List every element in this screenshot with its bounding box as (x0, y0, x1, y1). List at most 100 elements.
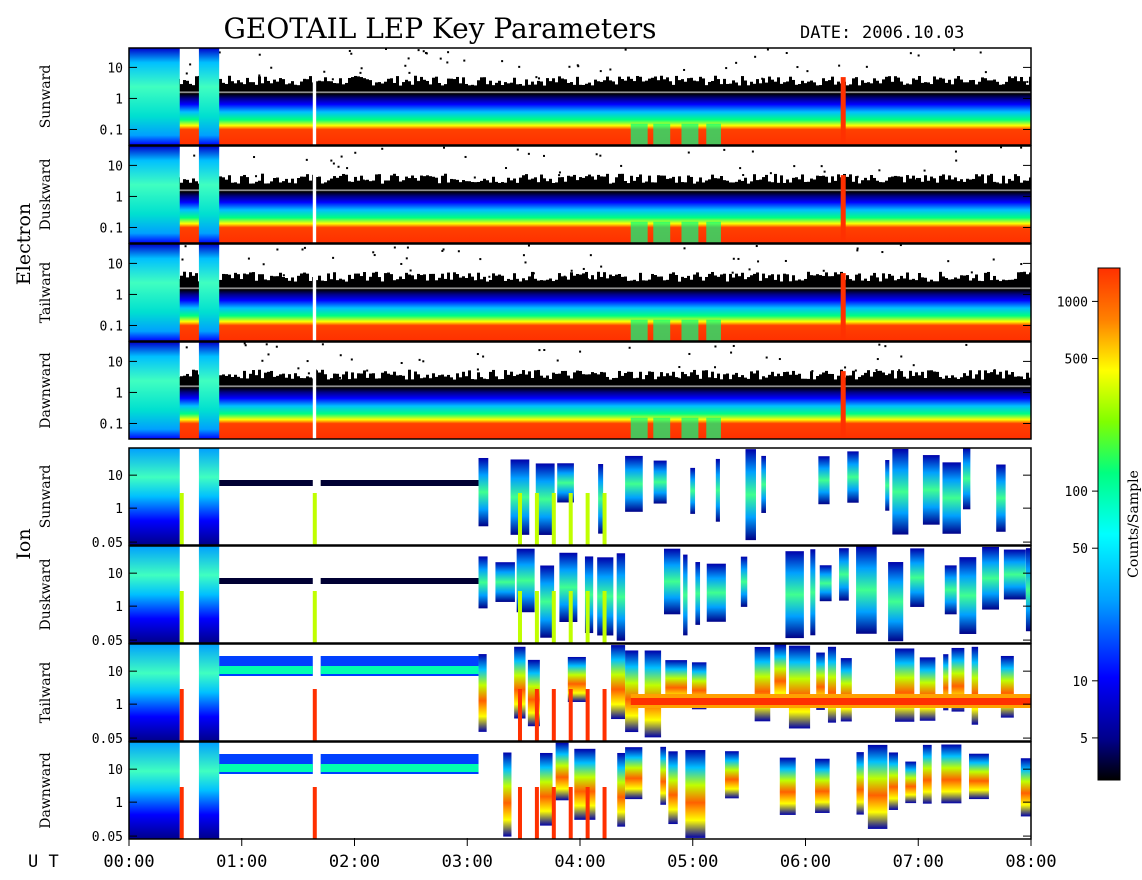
panel-electron-tailward: 10 1 0.1 Tailward (38, 243, 1032, 342)
red-band-dropout (681, 123, 699, 145)
dense-interval (198, 546, 220, 643)
y-tick-label: 1 (115, 288, 123, 303)
electron-band (129, 146, 1031, 243)
y-tick-label: 0.1 (100, 417, 123, 432)
colorbar-tick-label: 50 (1072, 542, 1088, 557)
ion-spike (568, 689, 573, 741)
red-band-dropout (706, 221, 721, 243)
burst (885, 460, 890, 511)
ion-spike (602, 689, 607, 741)
burst (611, 645, 626, 720)
red-band-dropout (681, 319, 699, 341)
red-band-dropout (630, 417, 648, 439)
spectrogram (129, 448, 1031, 545)
burst (856, 752, 864, 815)
panel-label: Duskward (38, 559, 54, 631)
burst (919, 657, 936, 721)
burst (598, 464, 604, 534)
ion-spike (179, 591, 184, 643)
ion-spike (551, 591, 556, 643)
y-tick-label: 1 (115, 386, 123, 401)
burst (959, 557, 977, 634)
ion-spike (517, 689, 522, 741)
ion-spike (312, 689, 317, 741)
burst (788, 645, 811, 729)
burst (683, 554, 688, 636)
burst (715, 458, 720, 522)
y-tick-label: 10 (107, 469, 123, 484)
burst (690, 467, 696, 514)
panel-label: Duskward (38, 159, 54, 231)
ion-spike (585, 493, 590, 545)
panel-frame (128, 243, 1032, 342)
panel-frame (128, 341, 1032, 440)
data-gap (312, 48, 317, 145)
burst (944, 565, 957, 615)
red-band-dropout (630, 123, 648, 145)
burst (660, 746, 667, 805)
colorbar: 1000 500 100 50 10 5 Counts/Sample (1057, 267, 1142, 781)
panel-label: Tailward (38, 262, 54, 324)
burst (785, 551, 804, 639)
ion-background (129, 448, 1031, 545)
panel-frame (128, 47, 1032, 146)
ion-spike (602, 787, 607, 839)
dense-interval (129, 644, 180, 741)
hot-plasma-interval (198, 48, 220, 145)
electron-band (129, 244, 1031, 341)
data-gap (312, 342, 317, 439)
dense-interval (129, 546, 180, 643)
burst (968, 753, 989, 800)
ion-spike (551, 493, 556, 545)
burst (478, 457, 489, 527)
ion-spike (585, 689, 590, 741)
burst (653, 460, 667, 504)
burst (982, 546, 1000, 610)
spike (840, 175, 846, 243)
burst (847, 451, 859, 503)
burst (495, 562, 515, 602)
spike (840, 273, 846, 341)
burst (996, 464, 1006, 532)
x-tick-label: 06:00 (780, 852, 831, 872)
hot-plasma-interval (129, 342, 180, 439)
ion-background (129, 546, 1031, 643)
ion-spike (179, 689, 184, 741)
burst (856, 546, 877, 634)
burst (867, 744, 888, 829)
burst (527, 659, 540, 727)
y-tick-label: 10 (107, 257, 123, 272)
burst (888, 562, 904, 642)
red-band-dropout (681, 221, 699, 243)
burst (625, 455, 643, 512)
spike (840, 371, 846, 439)
spectrogram (129, 546, 1031, 643)
burst (816, 652, 825, 710)
panel-group-ion: Ion 10 1 0.05 Sunward 10 1 0.05 Duskward 10 1 0.05 T… (13, 447, 1032, 845)
panel-frame (128, 447, 1032, 546)
panels-layer: Electron 10 1 0.1 Sunward 10 1 0.1 Duskward 10 1 0.… (13, 47, 1032, 845)
y-tick-label: 0.1 (100, 319, 123, 334)
red-band-dropout (706, 123, 721, 145)
burst (941, 744, 962, 804)
panel-electron-sunward: 10 1 0.1 Sunward (38, 47, 1032, 146)
date-label: DATE: (800, 23, 851, 43)
electron-band (129, 48, 1031, 145)
x-tick-labels: 00:00 01:00 02:00 03:00 04:00 05:00 06:00 07:00… (103, 838, 1057, 872)
colorbar-tick-label: 10 (1072, 675, 1088, 690)
x-tick-label: 00:00 (103, 852, 154, 872)
ion-spike (179, 787, 184, 839)
x-tick-label: 01:00 (216, 852, 267, 872)
panel-ion-tailward: 10 1 0.05 Tailward (38, 643, 1032, 747)
y-tick-label: 10 (107, 763, 123, 778)
y-tick-label: 0.05 (92, 634, 123, 649)
panel-frame (128, 145, 1032, 244)
hot-plasma-interval (129, 48, 180, 145)
ion-spike (602, 493, 607, 545)
ion-spike (312, 591, 317, 643)
burst (819, 565, 832, 602)
burst (818, 456, 830, 505)
cold-beam (219, 578, 313, 584)
panel-ion-duskward: 10 1 0.05 Duskward (38, 545, 1032, 649)
